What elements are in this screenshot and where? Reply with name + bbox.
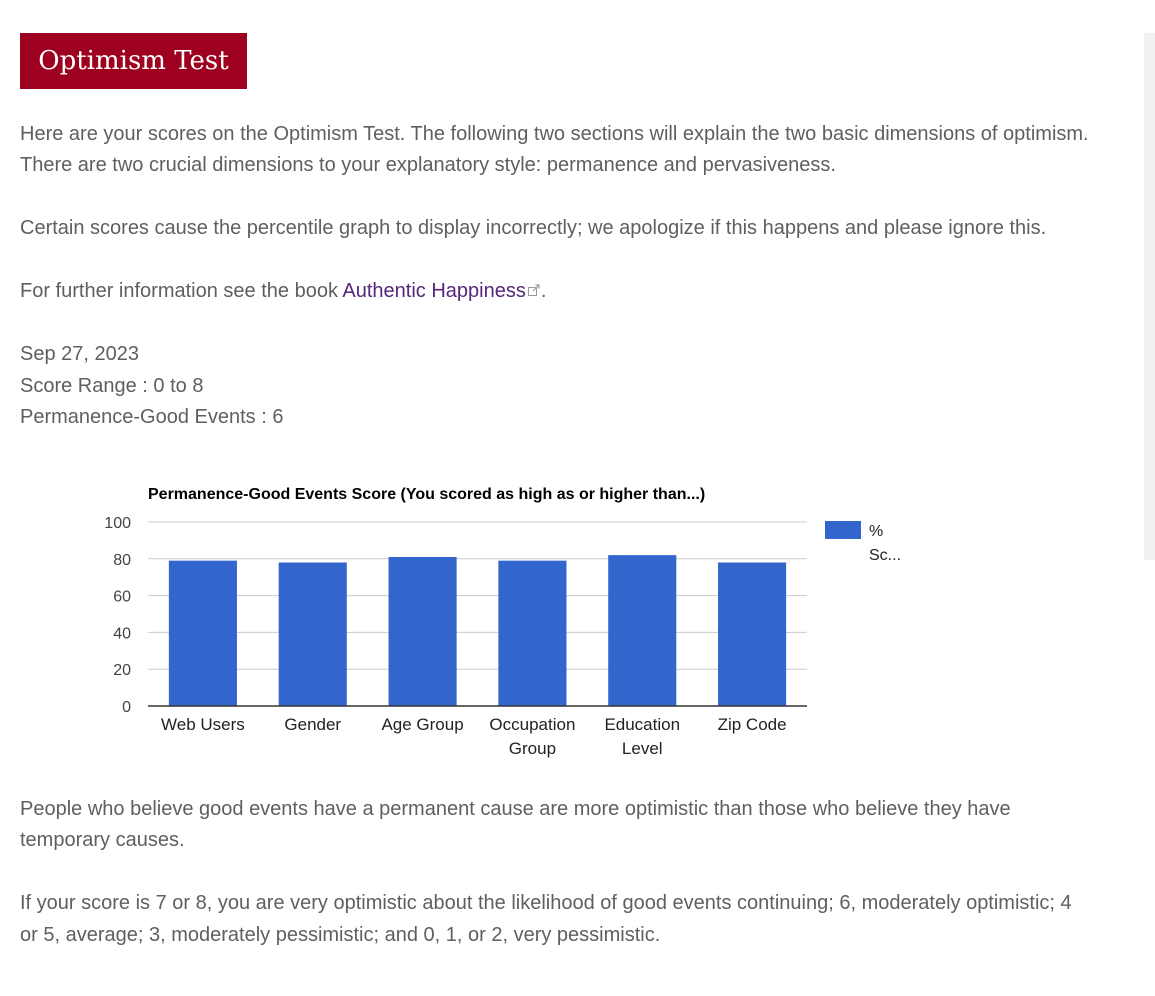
x-tick-label: Zip Code [718,715,787,734]
explanation-line-1: People who believe good events have a pe… [20,798,1011,820]
intro-line-1: Here are your scores on the Optimism Tes… [20,123,1089,145]
scrollbar-track[interactable] [1144,33,1155,560]
x-tick-label: Occupation [489,715,575,734]
result-date: Sep 27, 2023 [20,343,139,365]
x-tick-label: Group [509,739,556,758]
bar [608,555,677,706]
score-range: Score Range : 0 to 8 [20,375,204,397]
score-value: Permanence-Good Events : 6 [20,406,284,428]
further-info-prefix: For further information see the book [20,280,338,303]
y-tick-label: 40 [113,625,131,642]
bar [498,560,567,706]
chart-title: Permanence-Good Events Score (You scored… [148,486,705,503]
legend-swatch [825,521,861,539]
x-tick-label: Gender [284,715,341,734]
legend-label: Sc... [869,547,901,564]
book-link[interactable]: Authentic Happiness [342,280,540,302]
explanation-line-2: temporary causes. [20,829,185,851]
y-tick-label: 20 [113,662,131,679]
y-tick-label: 80 [113,552,131,569]
external-link-icon [527,276,541,308]
further-info: For further information see the book Aut… [20,276,546,308]
y-tick-label: 60 [113,589,131,606]
x-tick-label: Web Users [161,715,245,734]
interpretation-line-2: or 5, average; 3, moderately pessimistic… [20,924,661,946]
x-tick-label: Level [622,739,663,758]
further-info-suffix: . [540,280,547,303]
interpretation-line-1: If your score is 7 or 8, you are very op… [20,892,1072,914]
y-tick-label: 0 [122,699,131,716]
intro-line-2: There are two crucial dimensions to your… [20,154,836,176]
book-link-label: Authentic Happiness [342,280,526,303]
percentile-bar-chart: Permanence-Good Events Score (You scored… [104,486,901,758]
y-tick-label: 100 [104,515,131,532]
page-title: Optimism Test [20,33,247,89]
bar [388,556,457,706]
bar [718,562,787,706]
x-tick-label: Education [604,715,680,734]
legend-label: % [869,523,883,540]
chart-container: Permanence-Good Events Score (You scored… [0,470,1155,770]
x-tick-label: Age Group [381,715,463,734]
bar [168,560,237,706]
notice-text: Certain scores cause the percentile grap… [20,217,1047,239]
bar [278,562,347,706]
